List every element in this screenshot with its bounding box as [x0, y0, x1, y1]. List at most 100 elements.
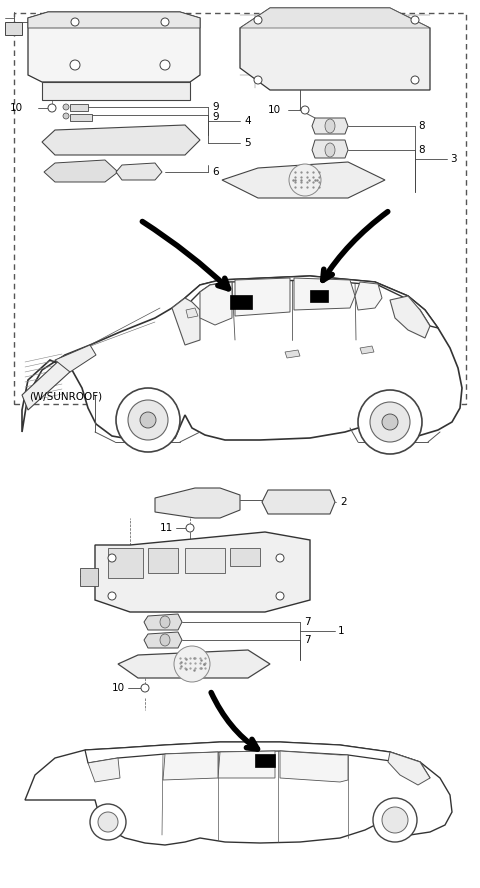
Text: 11: 11: [160, 523, 173, 533]
Circle shape: [301, 106, 309, 114]
Bar: [310, 290, 328, 302]
Circle shape: [382, 807, 408, 833]
Bar: [148, 548, 178, 573]
Text: 1: 1: [338, 626, 345, 636]
Polygon shape: [240, 8, 430, 90]
Circle shape: [70, 60, 80, 70]
Bar: [255, 754, 275, 767]
Text: 7: 7: [304, 617, 311, 627]
Polygon shape: [280, 751, 348, 782]
Polygon shape: [28, 12, 200, 28]
Text: 2: 2: [340, 497, 347, 507]
Circle shape: [140, 412, 156, 428]
Text: 4: 4: [244, 116, 251, 126]
Polygon shape: [55, 345, 96, 372]
Circle shape: [63, 104, 69, 110]
Polygon shape: [118, 650, 270, 678]
Polygon shape: [95, 532, 310, 612]
Polygon shape: [360, 346, 374, 354]
Ellipse shape: [160, 634, 170, 646]
Polygon shape: [85, 742, 430, 778]
Bar: [70, 114, 92, 121]
Circle shape: [98, 812, 118, 832]
Polygon shape: [240, 8, 430, 28]
Polygon shape: [218, 751, 275, 778]
Circle shape: [161, 18, 169, 26]
Polygon shape: [186, 308, 198, 318]
Polygon shape: [42, 125, 200, 155]
Circle shape: [174, 646, 210, 682]
Circle shape: [358, 390, 422, 454]
Polygon shape: [235, 278, 290, 316]
Polygon shape: [172, 298, 200, 345]
Circle shape: [108, 554, 116, 562]
Polygon shape: [88, 758, 120, 782]
Text: 8: 8: [418, 145, 425, 155]
Circle shape: [276, 554, 284, 562]
Polygon shape: [22, 355, 72, 410]
Polygon shape: [25, 742, 452, 845]
Bar: [70, 104, 88, 111]
Text: 7: 7: [304, 635, 311, 645]
Polygon shape: [388, 752, 430, 785]
Circle shape: [128, 400, 168, 440]
Text: 9: 9: [212, 102, 218, 112]
Text: (W/SUNROOF): (W/SUNROOF): [29, 392, 102, 402]
Text: 10: 10: [268, 105, 281, 115]
Polygon shape: [222, 162, 385, 198]
Circle shape: [370, 402, 410, 442]
Bar: [185, 548, 225, 573]
Bar: [230, 548, 260, 566]
Polygon shape: [355, 282, 382, 310]
Circle shape: [276, 592, 284, 600]
Polygon shape: [116, 163, 162, 180]
Polygon shape: [312, 140, 348, 158]
Circle shape: [108, 592, 116, 600]
Ellipse shape: [325, 119, 335, 133]
Polygon shape: [200, 282, 232, 325]
Circle shape: [116, 388, 180, 452]
Circle shape: [186, 524, 194, 532]
Text: 6: 6: [212, 167, 218, 177]
Bar: [108, 548, 143, 578]
Polygon shape: [390, 296, 430, 338]
Circle shape: [254, 76, 262, 84]
Circle shape: [90, 804, 126, 840]
Polygon shape: [144, 632, 182, 648]
Bar: [230, 295, 252, 309]
Circle shape: [411, 16, 419, 24]
Polygon shape: [285, 350, 300, 358]
Text: 10: 10: [10, 103, 23, 113]
Circle shape: [289, 164, 321, 196]
Text: 10: 10: [112, 683, 125, 693]
Polygon shape: [312, 118, 348, 134]
Text: 5: 5: [244, 138, 251, 148]
Polygon shape: [5, 22, 22, 35]
Circle shape: [63, 113, 69, 119]
Text: 3: 3: [450, 154, 456, 164]
Circle shape: [141, 684, 149, 692]
Circle shape: [48, 104, 56, 112]
Text: 9: 9: [212, 112, 218, 122]
Circle shape: [160, 60, 170, 70]
Circle shape: [411, 76, 419, 84]
Ellipse shape: [325, 143, 335, 157]
Ellipse shape: [160, 616, 170, 628]
Polygon shape: [262, 490, 335, 514]
Polygon shape: [28, 12, 200, 82]
Circle shape: [254, 16, 262, 24]
Circle shape: [382, 414, 398, 430]
Bar: [14, 13, 466, 404]
Text: 8: 8: [418, 121, 425, 131]
Polygon shape: [294, 278, 355, 310]
Bar: [80, 568, 98, 586]
Polygon shape: [185, 276, 438, 328]
Polygon shape: [44, 160, 118, 182]
Polygon shape: [155, 488, 240, 518]
Polygon shape: [163, 752, 218, 780]
Circle shape: [71, 18, 79, 26]
Polygon shape: [22, 276, 462, 442]
Polygon shape: [144, 614, 182, 630]
Circle shape: [373, 798, 417, 842]
Polygon shape: [42, 82, 190, 100]
